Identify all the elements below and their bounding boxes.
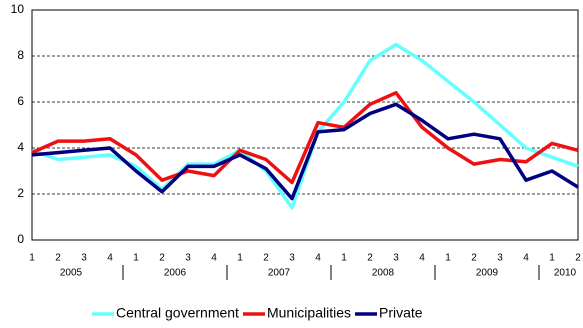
x-tick-label: 1 [237, 253, 243, 264]
x-tick-label: 2 [55, 253, 61, 264]
legend-label: Municipalities [267, 305, 351, 321]
series-line [31, 42, 579, 210]
year-label: 2005 [60, 268, 83, 279]
legend-label: Central government [116, 305, 239, 321]
legend-label: Private [379, 305, 423, 321]
year-label: 2008 [372, 268, 395, 279]
y-tick-label: 6 [17, 94, 24, 108]
y-tick-label: 4 [17, 140, 24, 154]
x-tick-label: 4 [523, 253, 529, 264]
series-line [31, 91, 579, 185]
year-label: 2010 [554, 268, 577, 279]
year-label: 2006 [164, 268, 187, 279]
y-tick-label: 8 [17, 48, 24, 62]
x-tick-label: 3 [185, 253, 191, 264]
y-tick-label: 0 [17, 232, 24, 246]
x-tick-label: 2 [263, 253, 269, 264]
x-tick-label: 1 [445, 253, 451, 264]
x-tick-label: 3 [393, 253, 399, 264]
x-tick-label: 2 [159, 253, 165, 264]
x-tick-label: 3 [289, 253, 295, 264]
x-tick-label: 4 [211, 253, 217, 264]
x-tick-label: 1 [133, 253, 139, 264]
x-tick-label: 1 [29, 253, 35, 264]
year-label: 2009 [476, 268, 499, 279]
x-tick-label: 4 [107, 253, 113, 264]
x-tick-label: 2 [367, 253, 373, 264]
y-tick-label: 2 [17, 186, 24, 200]
x-tick-label: 2 [471, 253, 477, 264]
x-tick-label: 4 [315, 253, 321, 264]
x-tick-label: 3 [81, 253, 87, 264]
series-line [31, 102, 579, 201]
x-tick-label: 3 [497, 253, 503, 264]
y-tick-label: 10 [11, 2, 25, 16]
x-tick-label: 4 [419, 253, 425, 264]
year-label: 2007 [268, 268, 291, 279]
plot-border [31, 9, 579, 241]
x-tick-label: 1 [549, 253, 555, 264]
x-tick-label: 1 [341, 253, 347, 264]
x-tick-label: 2 [575, 253, 581, 264]
